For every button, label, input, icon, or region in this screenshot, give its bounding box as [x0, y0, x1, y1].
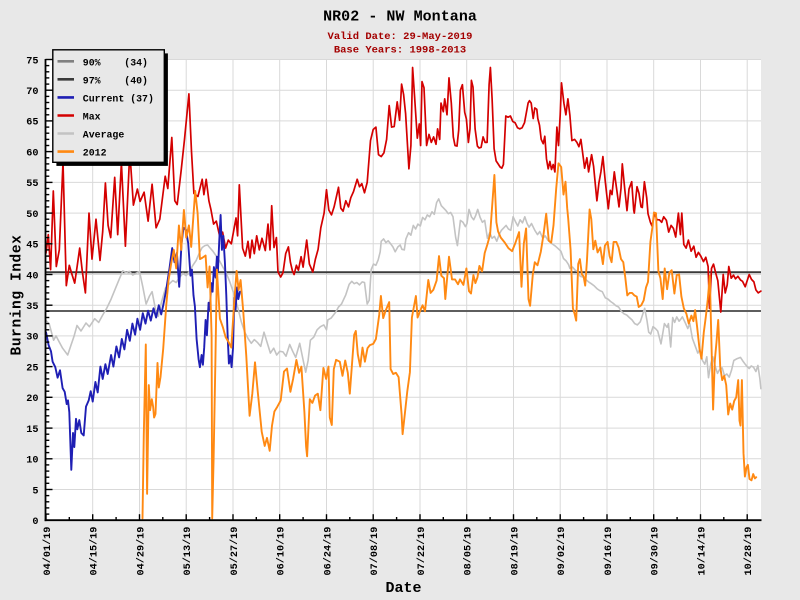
svg-text:09/02/19: 09/02/19 [556, 527, 568, 576]
svg-text:Valid Date: 29-May-2019: Valid Date: 29-May-2019 [328, 31, 473, 43]
svg-text:10/14/19: 10/14/19 [696, 527, 708, 576]
svg-text:75: 75 [26, 56, 38, 67]
svg-text:25: 25 [26, 363, 38, 374]
svg-text:97% (40): 97% (40) [83, 75, 148, 86]
svg-text:65: 65 [26, 118, 38, 129]
svg-text:04/15/19: 04/15/19 [89, 527, 101, 576]
svg-text:04/01/19: 04/01/19 [42, 527, 54, 576]
svg-text:60: 60 [26, 148, 38, 159]
svg-text:08/19/19: 08/19/19 [509, 527, 521, 576]
svg-text:NR02 - NW Montana: NR02 - NW Montana [323, 9, 477, 26]
svg-text:35: 35 [26, 302, 38, 313]
svg-text:55: 55 [26, 179, 38, 190]
svg-text:30: 30 [26, 333, 38, 344]
svg-text:70: 70 [26, 87, 38, 98]
svg-text:15: 15 [26, 425, 38, 436]
svg-text:06/24/19: 06/24/19 [322, 527, 334, 576]
svg-text:06/10/19: 06/10/19 [276, 527, 288, 576]
svg-text:07/22/19: 07/22/19 [416, 527, 428, 576]
svg-text:10/28/19: 10/28/19 [743, 527, 755, 576]
svg-text:07/08/19: 07/08/19 [369, 527, 381, 576]
svg-text:09/16/19: 09/16/19 [603, 527, 615, 576]
svg-text:Average: Average [83, 130, 125, 141]
svg-text:0: 0 [32, 517, 38, 528]
svg-text:04/29/19: 04/29/19 [135, 527, 147, 576]
svg-text:10: 10 [26, 456, 38, 467]
svg-text:Burning Index: Burning Index [10, 235, 26, 356]
svg-text:Max: Max [83, 112, 101, 123]
svg-text:05/13/19: 05/13/19 [182, 527, 194, 576]
svg-text:08/05/19: 08/05/19 [463, 527, 475, 576]
svg-text:40: 40 [26, 271, 38, 282]
svg-text:2012: 2012 [83, 148, 107, 159]
svg-text:90% (34): 90% (34) [83, 57, 148, 68]
svg-text:50: 50 [26, 210, 38, 221]
svg-text:Base Years: 1998-2013: Base Years: 1998-2013 [334, 45, 466, 57]
svg-text:05/27/19: 05/27/19 [229, 527, 241, 576]
svg-text:09/30/19: 09/30/19 [650, 527, 662, 576]
svg-text:5: 5 [32, 486, 38, 497]
svg-text:Current (37): Current (37) [83, 94, 154, 105]
svg-text:Date: Date [385, 580, 421, 597]
svg-text:45: 45 [26, 241, 38, 252]
svg-text:20: 20 [26, 394, 38, 405]
